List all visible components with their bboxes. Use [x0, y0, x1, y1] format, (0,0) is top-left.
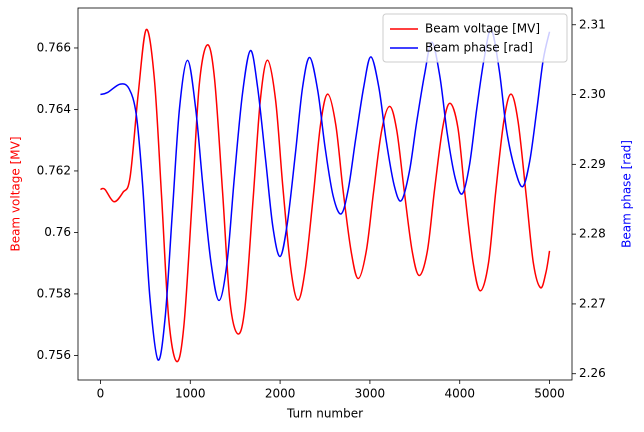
legend-box: [382, 13, 568, 63]
y2-tick-label: 2.26: [579, 366, 606, 380]
y-tick-label: 0.762: [37, 163, 71, 177]
x-tick-label: 1000: [175, 387, 206, 401]
x-tick-label: 2000: [265, 387, 296, 401]
y-tick-label: 0.76: [44, 225, 71, 239]
series-line: [100, 28, 551, 363]
plot-frame: [77, 7, 573, 381]
y2-tick-label: 2.27: [579, 296, 606, 310]
x-tick-label: 4000: [444, 387, 475, 401]
x-axis-label: Turn number: [286, 407, 363, 421]
x-tick-label: 0: [97, 387, 105, 401]
y2-tick-label: 2.29: [579, 157, 606, 171]
y-tick-label: 0.758: [37, 286, 71, 300]
legend-label: Beam phase [rad]: [425, 41, 533, 55]
x-tick-label: 5000: [534, 387, 565, 401]
y2-axis-label: Beam phase [rad]: [620, 140, 634, 248]
y2-tick-label: 2.30: [579, 87, 606, 101]
y-axis-label: Beam voltage [MV]: [9, 136, 23, 251]
y-tick-label: 0.766: [37, 40, 71, 54]
legend-label: Beam voltage [MV]: [425, 22, 540, 36]
y-tick-label: 0.764: [37, 102, 71, 116]
y2-tick-label: 2.28: [579, 227, 606, 241]
y2-tick-label: 2.31: [579, 17, 606, 31]
x-tick-label: 3000: [355, 387, 386, 401]
y-tick-label: 0.756: [37, 348, 71, 362]
series-line: [100, 28, 551, 361]
